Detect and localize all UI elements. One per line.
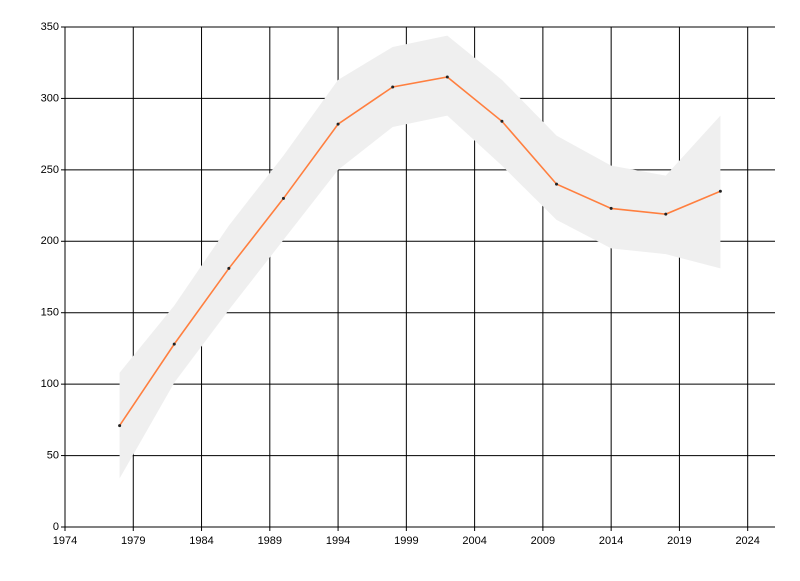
x-tick-label: 1984	[189, 535, 213, 547]
x-tick-label: 2004	[462, 535, 486, 547]
confidence-band	[119, 35, 721, 479]
x-tick-label: 1999	[394, 535, 418, 547]
point	[555, 182, 559, 186]
x-tick-label: 1974	[53, 535, 77, 547]
point	[664, 212, 668, 216]
y-tick-label: 0	[53, 521, 59, 533]
x-tick-label: 2019	[667, 535, 691, 547]
y-tick-label: 250	[41, 164, 59, 176]
point	[445, 75, 449, 79]
x-tick-label: 1979	[121, 535, 145, 547]
y-tick-label: 200	[41, 235, 59, 247]
point	[609, 206, 613, 210]
point	[172, 342, 176, 346]
y-tick-label: 50	[47, 449, 59, 461]
y-tick-label: 300	[41, 92, 59, 104]
y-tick-label: 100	[41, 378, 59, 390]
point	[500, 119, 504, 123]
point	[718, 189, 722, 193]
point	[391, 85, 395, 89]
point	[281, 196, 285, 200]
line	[118, 76, 721, 427]
point	[227, 266, 231, 270]
x-tick-label: 1994	[326, 535, 350, 547]
y-tick-label: 350	[41, 21, 59, 33]
point	[118, 424, 122, 428]
x-tick-label: 2009	[531, 535, 555, 547]
x-tick-label: 2024	[735, 535, 759, 547]
x-tick-label: 1989	[258, 535, 282, 547]
x-tick-label: 2014	[599, 535, 623, 547]
y-tick-label: 150	[41, 307, 59, 319]
point	[336, 122, 340, 126]
